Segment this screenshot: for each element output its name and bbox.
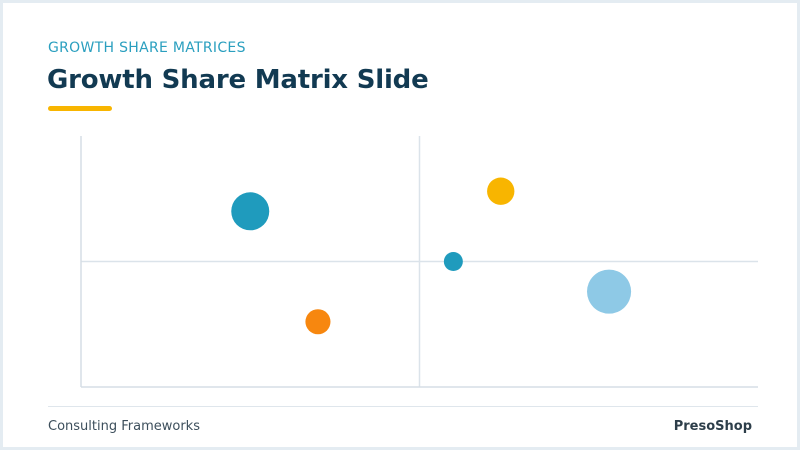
bubble-2 [305, 309, 331, 335]
bubble-5 [587, 269, 632, 314]
footer-brand: PresoShop [673, 419, 752, 434]
title-accent-bar [48, 106, 112, 111]
footer-divider [48, 406, 758, 407]
slide-eyebrow: GROWTH SHARE MATRICES [48, 40, 246, 56]
footer-source: Consulting Frameworks [48, 419, 200, 434]
slide-title: Growth Share Matrix Slide [47, 65, 429, 95]
bubble-1 [231, 192, 270, 231]
growth-share-chart [80, 136, 758, 388]
quadrant-lines [81, 136, 758, 387]
chart-axes [80, 136, 758, 388]
bubbles [231, 177, 632, 335]
bubble-4 [487, 177, 515, 205]
bubble-3 [443, 252, 463, 271]
